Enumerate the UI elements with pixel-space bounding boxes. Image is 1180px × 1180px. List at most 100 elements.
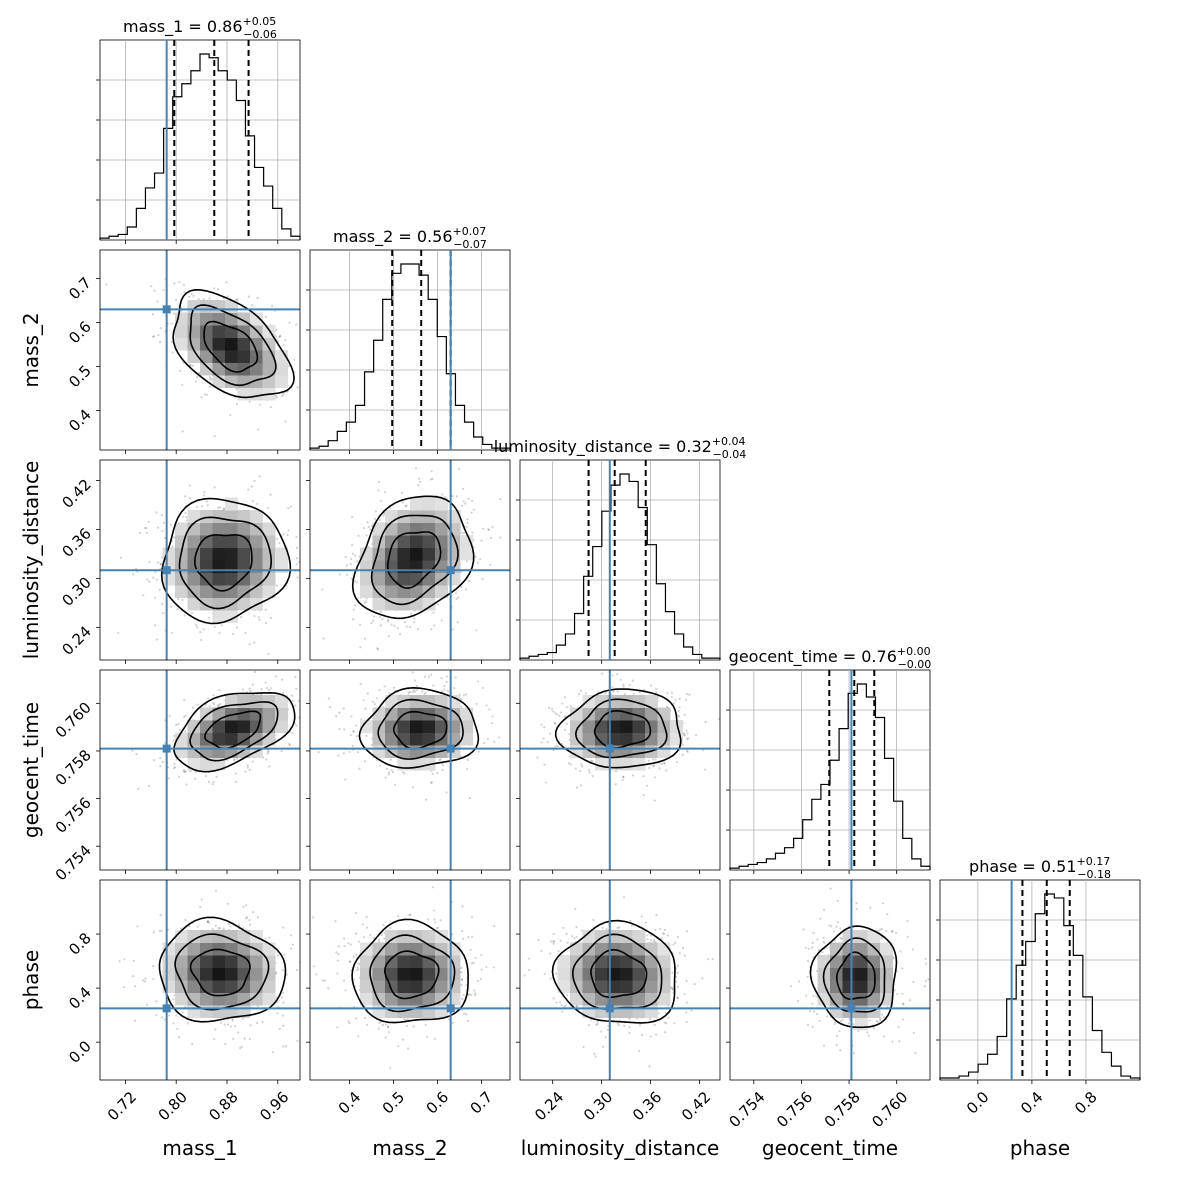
density-cell xyxy=(250,732,263,746)
density-cell xyxy=(435,535,448,548)
sample-point xyxy=(264,937,267,940)
sample-point xyxy=(105,283,108,286)
density-cell xyxy=(422,535,436,548)
density-cell xyxy=(262,362,276,376)
sample-point xyxy=(223,507,226,511)
sample-point xyxy=(354,604,357,607)
sample-point xyxy=(258,403,261,406)
sample-point xyxy=(367,545,370,548)
sample-point xyxy=(683,733,686,736)
sample-point xyxy=(160,556,163,559)
sample-point xyxy=(376,647,379,650)
sample-point xyxy=(678,697,681,701)
sample-point xyxy=(350,557,353,561)
sample-point xyxy=(631,679,634,682)
sample-point xyxy=(248,687,251,690)
sample-point xyxy=(295,969,299,972)
sample-point xyxy=(123,958,126,961)
sample-point xyxy=(366,692,369,695)
panel-frame xyxy=(309,249,511,451)
sample-point xyxy=(565,706,568,709)
sample-point xyxy=(317,960,319,962)
sample-point xyxy=(218,631,221,634)
density-cell xyxy=(187,732,201,746)
sample-point xyxy=(328,705,332,709)
sample-point xyxy=(173,282,176,285)
sample-point xyxy=(274,675,278,678)
density-cell xyxy=(212,572,226,586)
sample-point xyxy=(436,772,439,775)
sample-point xyxy=(384,491,387,494)
density-cell xyxy=(410,572,423,586)
sample-point xyxy=(216,704,219,708)
sample-point xyxy=(229,413,232,417)
sample-point xyxy=(278,1027,281,1031)
sample-point xyxy=(391,770,395,774)
panel-frame xyxy=(309,459,511,661)
sample-point xyxy=(135,753,138,756)
sample-point xyxy=(549,732,552,735)
sample-point xyxy=(208,921,211,924)
sample-point xyxy=(392,686,396,689)
sample-point xyxy=(314,398,316,400)
density-cell xyxy=(187,535,201,548)
sample-point xyxy=(411,671,414,674)
sample-point xyxy=(373,703,377,706)
density-cell xyxy=(262,547,276,561)
sample-point xyxy=(615,673,619,676)
sample-point xyxy=(154,570,157,574)
y-tick-label: 0.756 xyxy=(52,794,95,837)
sample-point xyxy=(400,491,404,494)
sample-point xyxy=(274,394,278,397)
sample-point xyxy=(256,296,259,300)
panel-mass_2-vs-geocent_time xyxy=(306,667,511,874)
density-cell xyxy=(225,522,238,536)
density-cell xyxy=(422,732,436,746)
sample-point xyxy=(275,396,278,399)
sample-point xyxy=(248,768,251,771)
sample-point xyxy=(155,638,158,641)
sample-point xyxy=(175,1014,178,1017)
sample-point xyxy=(685,729,688,732)
panel-content xyxy=(117,475,300,656)
density-cell xyxy=(372,522,386,536)
sample-point xyxy=(584,692,587,695)
title-minus: −0.00 xyxy=(898,658,932,671)
sample-point xyxy=(499,498,502,501)
density-cell xyxy=(645,732,658,746)
sample-point xyxy=(214,889,218,892)
sample-point xyxy=(174,298,178,302)
sample-point xyxy=(199,631,202,634)
sample-point xyxy=(455,597,458,601)
sample-point xyxy=(430,667,432,669)
sample-point xyxy=(490,722,493,725)
sample-point xyxy=(249,690,252,693)
sample-point xyxy=(226,295,229,298)
density-cell xyxy=(200,572,213,586)
sample-point xyxy=(181,430,184,433)
sample-point xyxy=(213,435,216,438)
sample-point xyxy=(295,563,298,566)
sample-point xyxy=(372,700,375,704)
sample-point xyxy=(282,392,285,396)
sample-point xyxy=(489,563,492,566)
sample-point xyxy=(616,690,619,693)
sample-point xyxy=(264,608,267,611)
sample-point xyxy=(338,727,341,730)
sample-point xyxy=(178,280,181,284)
sample-point xyxy=(467,497,470,500)
sample-point xyxy=(282,344,285,347)
sample-point xyxy=(622,775,625,779)
sample-point xyxy=(185,783,188,786)
sample-point xyxy=(437,603,440,606)
sample-point xyxy=(185,516,188,519)
sample-point xyxy=(382,514,385,517)
sample-point xyxy=(451,628,454,631)
sample-point xyxy=(597,690,600,694)
sample-point xyxy=(295,535,298,538)
sample-point xyxy=(154,624,157,627)
sample-point xyxy=(233,757,236,761)
sample-point xyxy=(235,388,238,391)
density-cell xyxy=(410,732,423,746)
sample-point xyxy=(296,1039,299,1042)
